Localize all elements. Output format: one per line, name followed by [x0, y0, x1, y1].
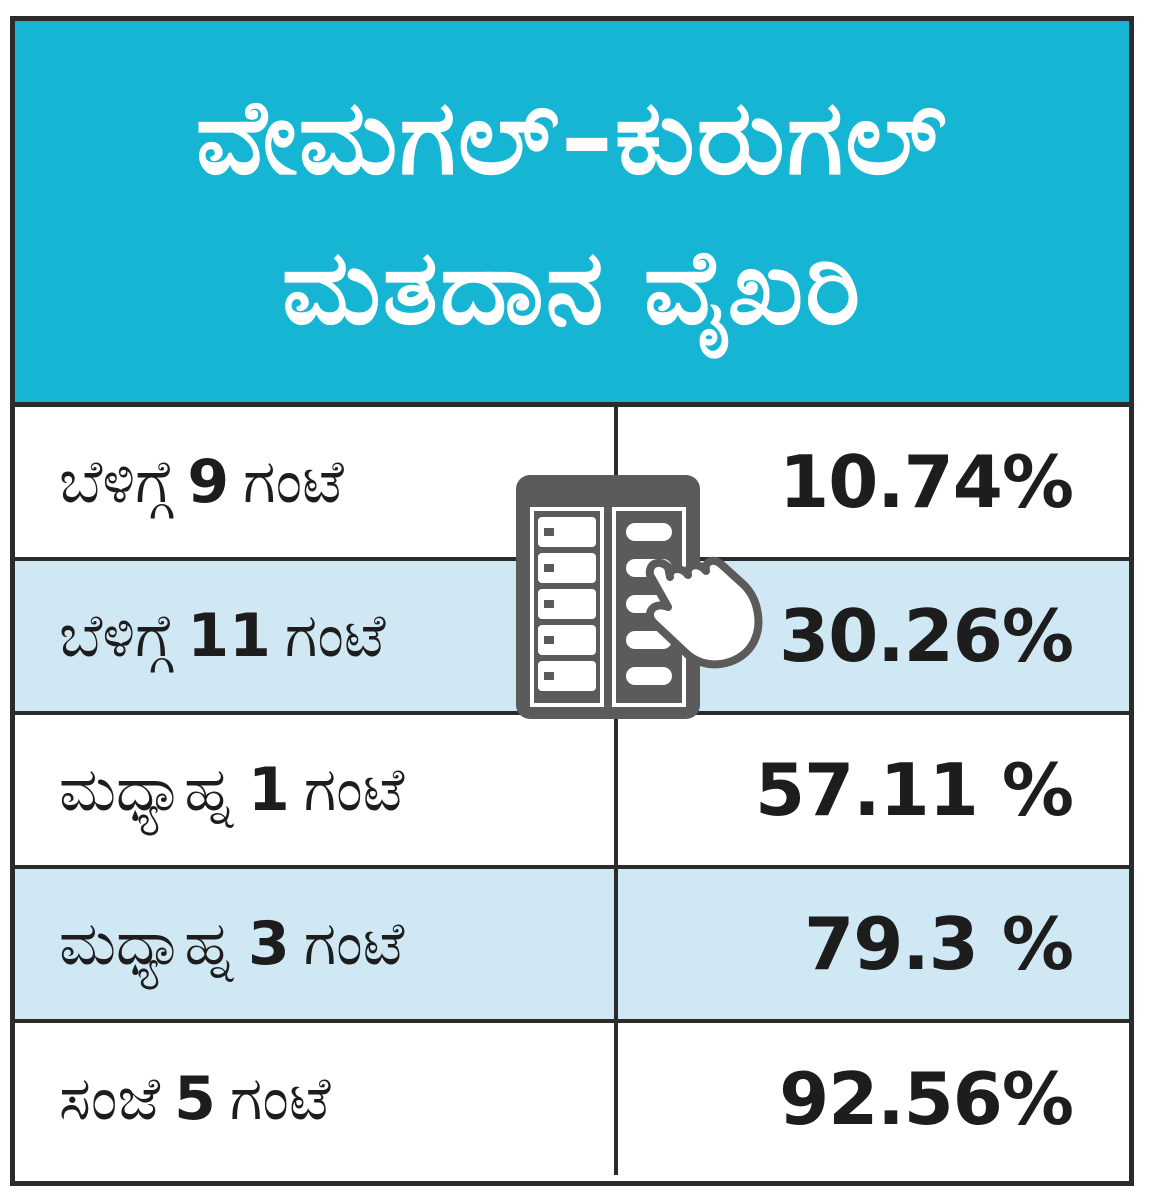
table-body: ಬೆಳಿಗ್ಗೆ 9 ಗಂಟೆ 10.74% ಬೆಳಿಗ್ಗೆ 11 ಗಂಟೆ … [15, 407, 1129, 1175]
table-row: ಬೆಳಿಗ್ಗೆ 9 ಗಂಟೆ 10.74% [15, 407, 1129, 561]
turnout-value: 30.26% [779, 594, 1074, 678]
time-label-hour: 9 [187, 447, 230, 517]
table-row: ಮಧ್ಯಾಹ್ನ 3 ಗಂಟೆ 79.3 % [15, 869, 1129, 1023]
time-label: ಮಧ್ಯಾಹ್ನ 3 ಗಂಟೆ [15, 869, 618, 1019]
time-label-prefix: ಮಧ್ಯಾಹ್ನ [59, 755, 234, 825]
time-label-hour: 3 [247, 909, 290, 979]
table-row: ಬೆಳಿಗ್ಗೆ 11 ಗಂಟೆ 30.26% [15, 561, 1129, 715]
time-label-suffix: ಗಂಟೆ [229, 1064, 331, 1134]
time-label-suffix: ಗಂಟೆ [303, 755, 405, 825]
time-label-prefix: ಸಂಜೆ [59, 1064, 161, 1134]
turnout-value: 79.3 % [804, 902, 1074, 986]
time-label-prefix: ಮಧ್ಯಾಹ್ನ [59, 909, 234, 979]
turnout-value: 92.56% [779, 1057, 1074, 1141]
turnout-value: 57.11 % [755, 748, 1074, 832]
time-label-prefix: ಬೆಳಿಗ್ಗೆ [59, 601, 174, 671]
time-label-suffix: ಗಂಟೆ [303, 909, 405, 979]
time-label-suffix: ಗಂಟೆ [243, 447, 344, 517]
time-label: ಮಧ್ಯಾಹ್ನ 1 ಗಂಟೆ [15, 715, 618, 865]
time-label-prefix: ಬೆಳಿಗ್ಗೆ [59, 447, 174, 517]
time-label-hour: 11 [187, 601, 271, 671]
turnout-value: 10.74% [779, 440, 1074, 524]
time-label-hour: 5 [174, 1064, 216, 1134]
time-label: ಬೆಳಿಗ್ಗೆ 11 ಗಂಟೆ [15, 561, 618, 711]
voting-turnout-table: ವೇಮಗಲ್–ಕುರುಗಲ್ ಮತದಾನ ವೈಖರಿ ಬೆಳಿಗ್ಗೆ 9 ಗಂ… [10, 16, 1134, 1186]
table-row: ಸಂಜೆ 5 ಗಂಟೆ 92.56% [15, 1023, 1129, 1175]
title-line-1: ವೇಮಗಲ್–ಕುರುಗಲ್ [195, 75, 949, 198]
time-label: ಸಂಜೆ 5 ಗಂಟೆ [15, 1023, 618, 1175]
time-label: ಬೆಳಿಗ್ಗೆ 9 ಗಂಟೆ [15, 407, 618, 557]
title-line-2: ಮತದಾನ ವೈಖರಿ [281, 225, 863, 348]
table-row: ಮಧ್ಯಾಹ್ನ 1 ಗಂಟೆ 57.11 % [15, 715, 1129, 869]
time-label-suffix: ಗಂಟೆ [284, 601, 386, 671]
time-label-hour: 1 [247, 755, 290, 825]
table-header: ವೇಮಗಲ್–ಕುರುಗಲ್ ಮತದಾನ ವೈಖರಿ [15, 21, 1129, 407]
